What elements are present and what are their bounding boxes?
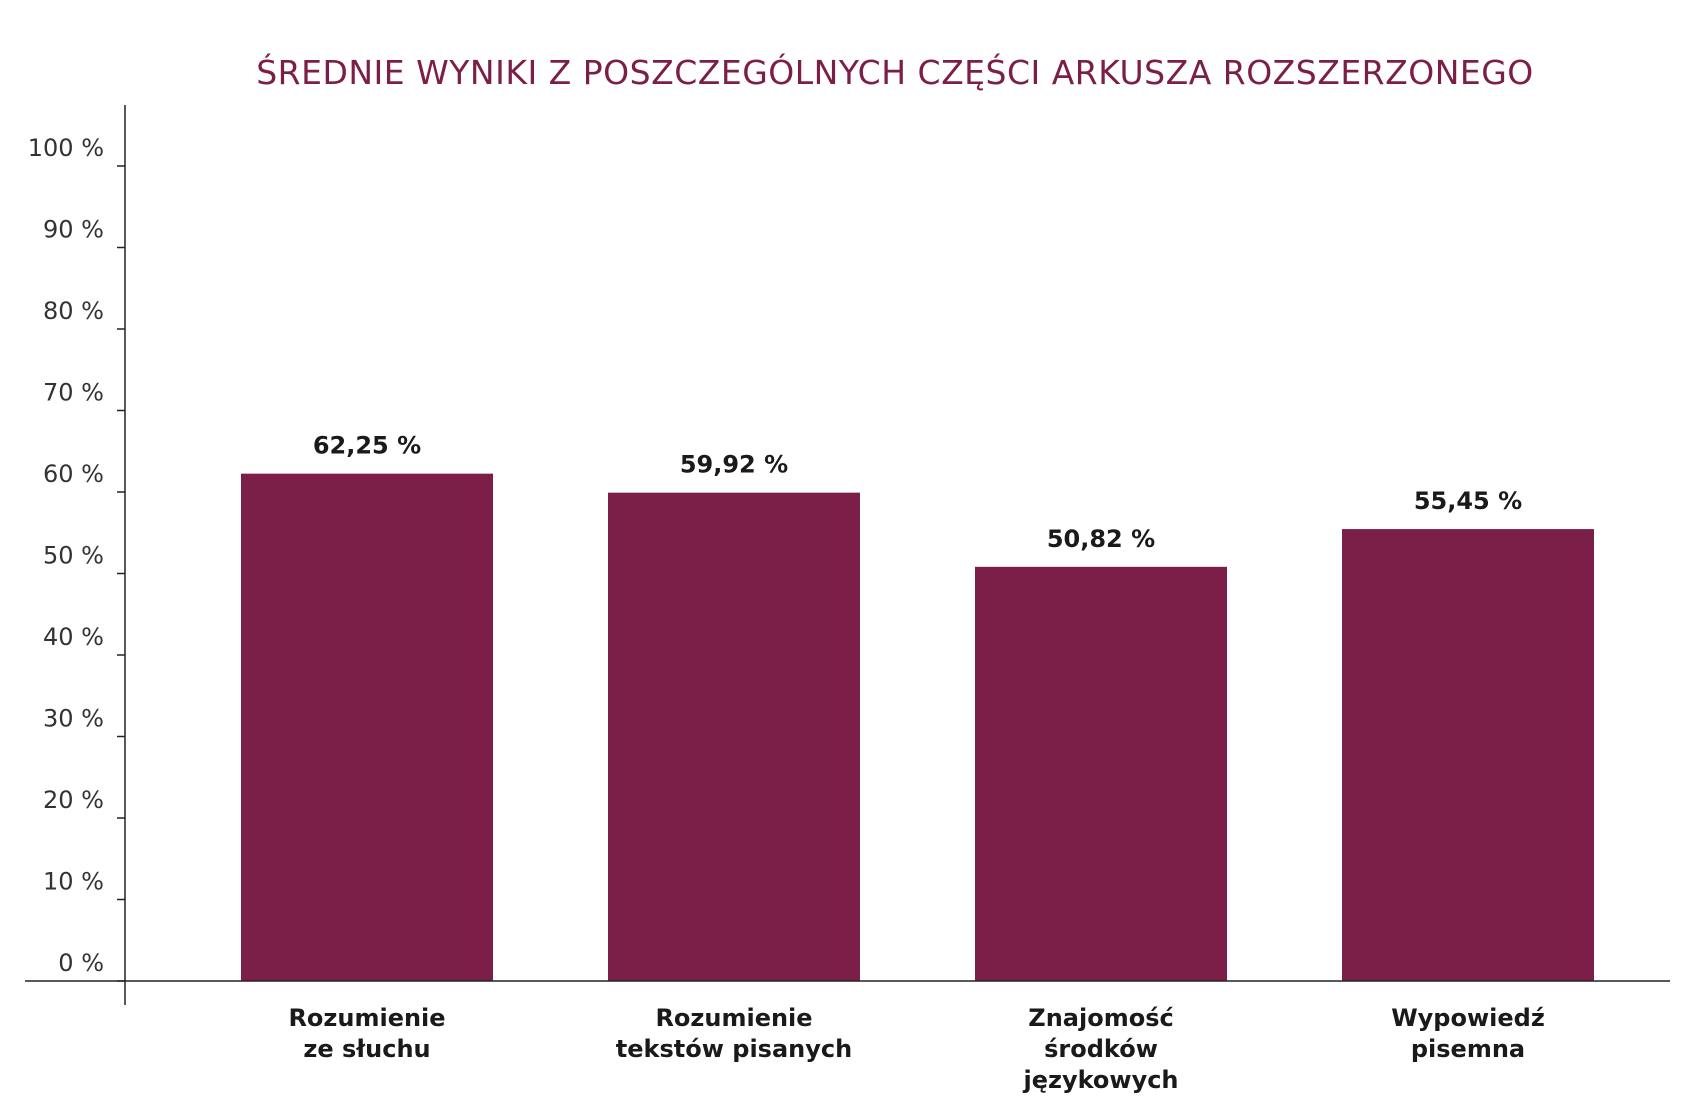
bar [975, 566, 1227, 981]
y-tick-label: 90 % [43, 216, 104, 244]
y-tick-label: 70 % [43, 379, 104, 407]
y-tick-label: 40 % [43, 623, 104, 651]
y-axis-ticks: 0 % 10 % 20 % 30 % 40 % 50 % 60 % 70 % 80 % 90 % 1… [28, 134, 125, 982]
bar [1342, 529, 1594, 981]
y-tick-label: 80 % [43, 297, 104, 325]
y-tick-label: 60 % [43, 460, 104, 488]
category-label: środków [1044, 1035, 1158, 1063]
y-tick-label: 50 % [43, 542, 104, 570]
bar [608, 492, 860, 981]
value-labels: 62,25 % 59,92 % 50,82 % 55,45 % [313, 432, 1522, 553]
y-tick-label: 10 % [43, 868, 104, 896]
bar-value-label: 55,45 % [1414, 487, 1522, 515]
category-label: Rozumienie [288, 1004, 445, 1032]
bar-value-label: 59,92 % [680, 451, 788, 479]
category-label: Znajomość [1028, 1004, 1173, 1032]
chart-title: ŚREDNIE WYNIKI Z POSZCZEGÓLNYCH CZĘŚCI A… [256, 52, 1534, 92]
bar [241, 473, 493, 981]
category-label: tekstów pisanych [616, 1035, 852, 1063]
bar-value-label: 62,25 % [313, 432, 421, 460]
bars [241, 473, 1594, 981]
category-labels: Rozumienie ze słuchu Rozumienie tekstów pis… [288, 1004, 1544, 1094]
y-tick-label: 0 % [58, 949, 104, 977]
y-tick-label: 100 % [28, 134, 104, 162]
category-label: ze słuchu [303, 1035, 430, 1063]
y-tick-label: 20 % [43, 786, 104, 814]
category-label: Rozumienie [655, 1004, 812, 1032]
bar-value-label: 50,82 % [1047, 525, 1155, 553]
category-label: pisemna [1411, 1035, 1525, 1063]
category-label: Wypowiedź [1391, 1004, 1545, 1032]
y-tick-label: 30 % [43, 705, 104, 733]
category-label: językowych [1022, 1066, 1178, 1094]
